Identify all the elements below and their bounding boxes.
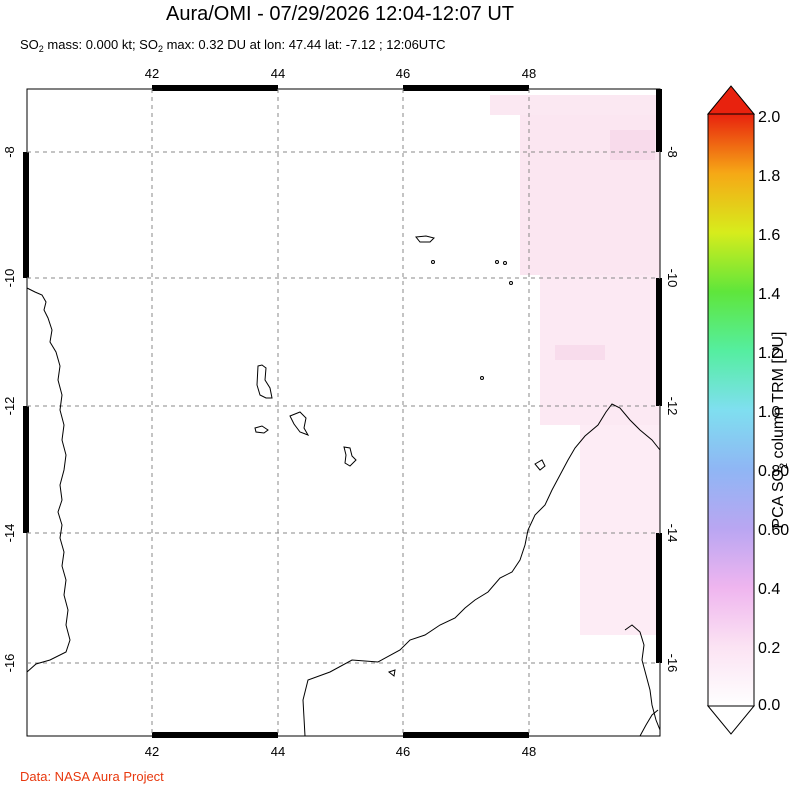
madagascar-coastline — [302, 403, 661, 737]
graticule — [27, 89, 660, 736]
page-title: Aura/OMI - 07/29/2026 12:04-12:07 UT — [166, 3, 514, 25]
lat-labels-right: -8 -10 -12 -14 -16 — [665, 146, 680, 672]
lat-labels-left: -8 -10 -12 -14 -16 — [2, 146, 17, 672]
colorbar-title-sub: 2 — [778, 462, 791, 470]
islet — [509, 281, 513, 285]
colorbar — [706, 85, 756, 735]
lon-label: 42 — [145, 66, 159, 81]
lat-label: -12 — [665, 397, 680, 416]
colorbar-label: 2.0 — [758, 109, 781, 126]
islet-shape — [387, 669, 396, 677]
frame-border-bars — [23, 85, 662, 738]
subtitle-sub2: 2 — [157, 44, 163, 54]
lon-label: 46 — [396, 66, 410, 81]
coastlines — [26, 235, 661, 737]
lat-label: -8 — [665, 146, 680, 158]
madagascar-south-coast — [639, 709, 659, 737]
colorbar-gradient — [707, 113, 755, 707]
colorbar-label: 1.4 — [758, 286, 781, 303]
subtitle: SO2 mass: 0.000 kt; SO2 max: 0.32 DU at … — [20, 36, 446, 58]
subtitle-rest: max: 0.32 DU at lon: 47.44 lat: -7.12 ; … — [162, 37, 446, 52]
lat-label: -12 — [2, 397, 17, 416]
so2-tint — [490, 95, 660, 635]
lat-label: -16 — [2, 654, 17, 673]
lon-label: 42 — [145, 744, 159, 759]
islet — [495, 260, 499, 264]
anjouan-island — [289, 411, 310, 436]
lon-label: 44 — [271, 744, 285, 759]
nosy-be-island — [534, 459, 546, 471]
lat-label: -14 — [665, 524, 680, 543]
colorbar-label: 0.0 — [758, 697, 781, 714]
colorbar-label: 0.2 — [758, 640, 781, 657]
lon-label: 48 — [522, 744, 536, 759]
lon-label: 44 — [271, 66, 285, 81]
lat-label: -10 — [665, 269, 680, 288]
lon-labels-bottom: 42 44 46 48 — [145, 744, 536, 759]
lon-label: 48 — [522, 66, 536, 81]
lat-label: -8 — [2, 146, 17, 158]
subtitle-prefix: SO — [20, 37, 39, 52]
lon-label: 46 — [396, 744, 410, 759]
islet — [431, 260, 435, 264]
lon-labels-top: 42 44 46 48 — [145, 66, 536, 81]
africa-coastline — [26, 287, 71, 673]
lat-label: -14 — [2, 524, 17, 543]
madagascar-east-coast — [624, 624, 661, 731]
colorbar-min-arrow — [706, 705, 756, 735]
colorbar-label: 1.2 — [758, 345, 781, 362]
colorbar-label: 1.8 — [758, 168, 781, 185]
colorbar-label: 1.6 — [758, 227, 781, 244]
islet — [503, 261, 507, 265]
colorbar-label: 0.80 — [758, 463, 790, 480]
subtitle-mid: mass: 0.000 kt; SO — [43, 37, 158, 52]
aldabra-island — [415, 235, 435, 243]
lat-label: -10 — [2, 269, 17, 288]
colorbar-max-arrow — [706, 85, 756, 115]
colorbar-label: 1.0 — [758, 404, 781, 421]
grande-comore-island — [256, 364, 273, 399]
colorbar-title-prefix: PCA SO — [769, 469, 787, 529]
lat-label: -16 — [665, 654, 680, 673]
subtitle-sub: 2 — [38, 44, 44, 54]
colorbar-title-rest: column TRM [DU] — [769, 331, 787, 463]
data-credit: Data: NASA Aura Project — [20, 769, 164, 784]
mayotte-island — [343, 446, 357, 467]
colorbar-label: 0.4 — [758, 581, 781, 598]
islet — [480, 376, 484, 380]
colorbar-label: 0.60 — [758, 522, 790, 539]
moheli-island — [254, 425, 269, 434]
